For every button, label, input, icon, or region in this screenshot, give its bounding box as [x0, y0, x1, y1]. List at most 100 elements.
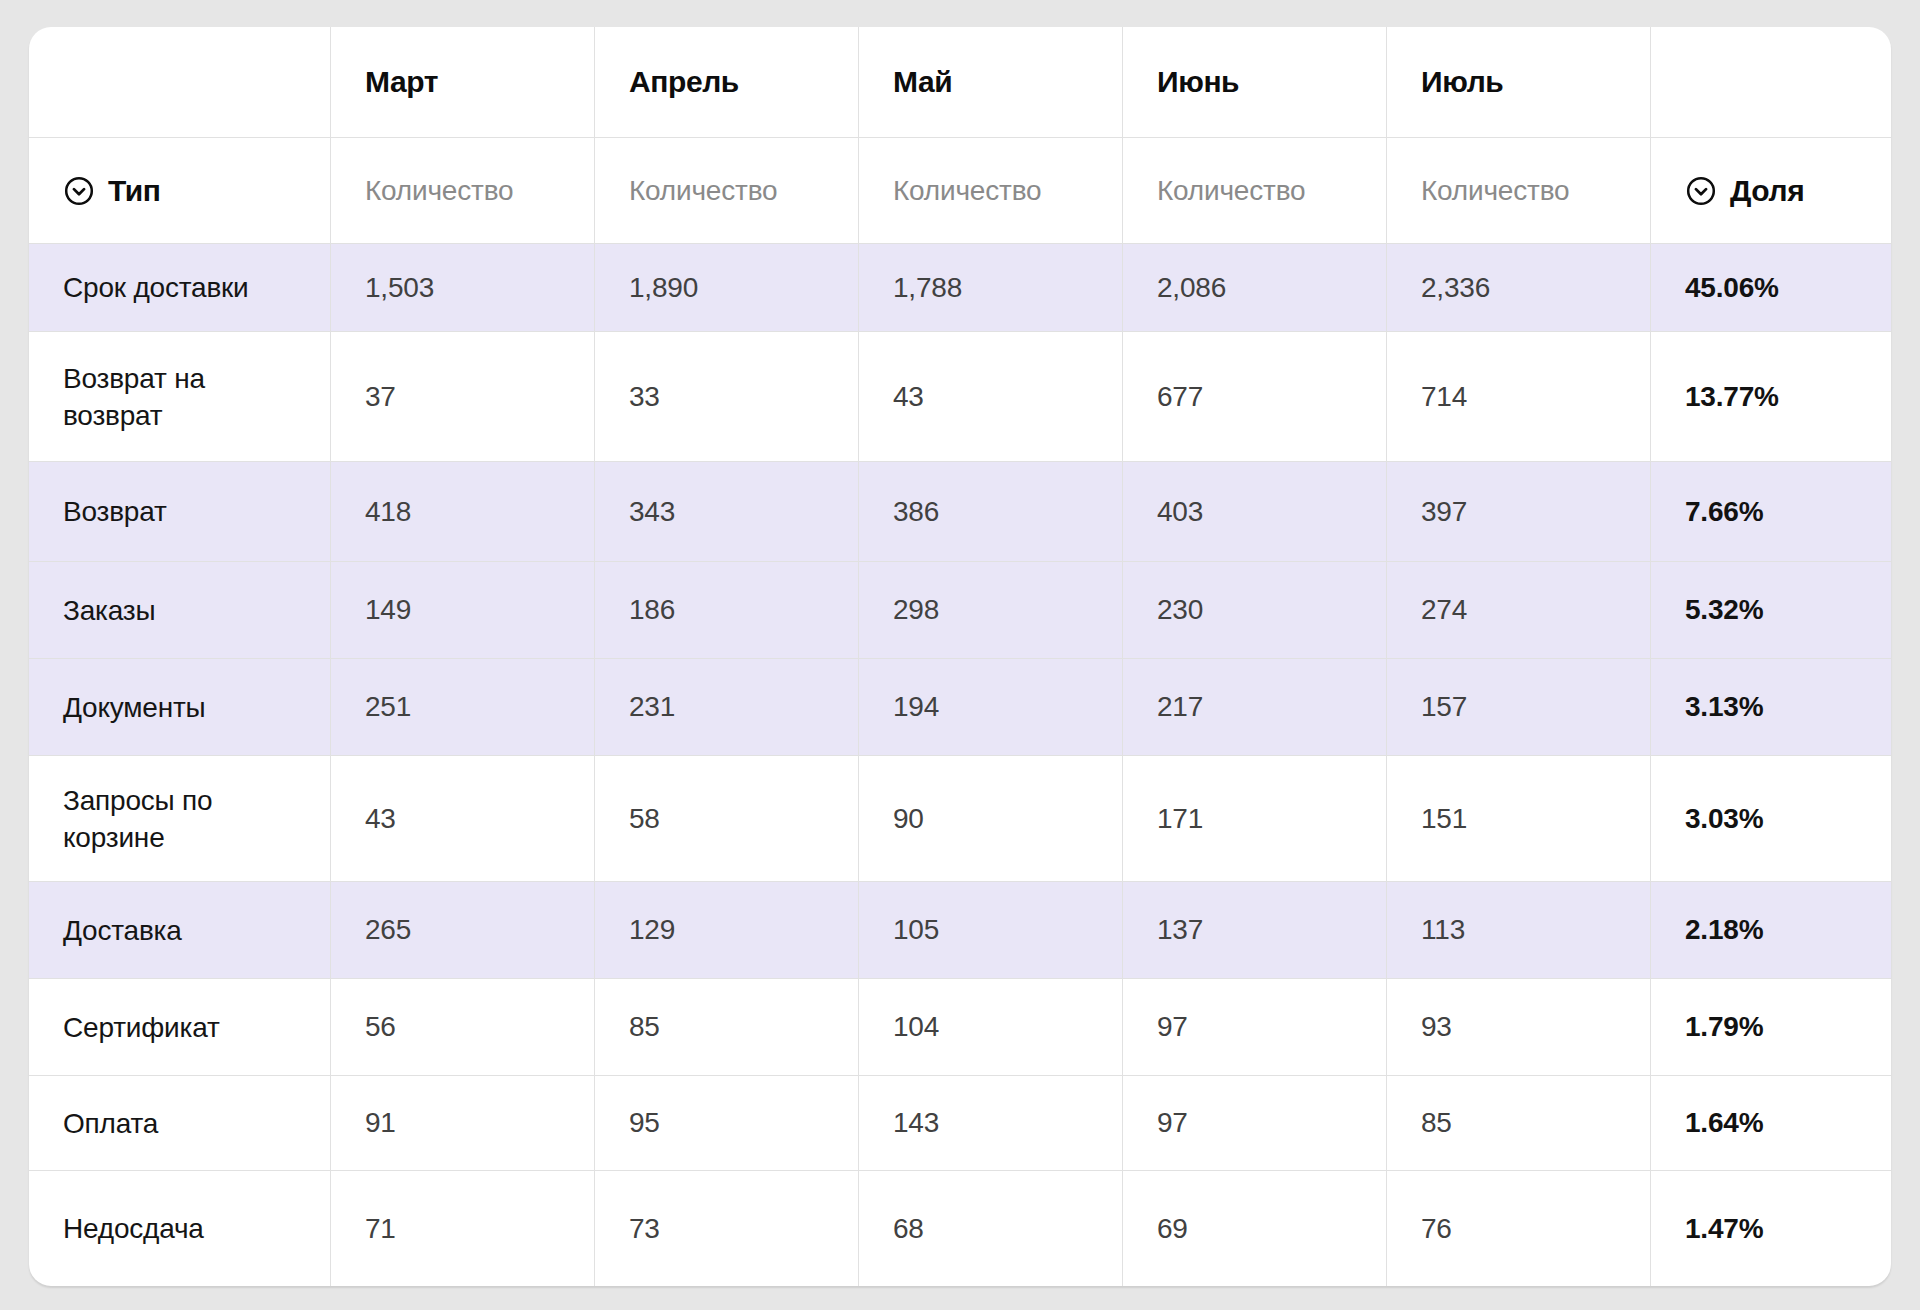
- row-share-cell: 3.13%: [1651, 658, 1891, 755]
- row-count-cell: 105: [859, 881, 1123, 978]
- count-header: Количество: [859, 137, 1123, 243]
- row-count-cell: 85: [1387, 1075, 1651, 1170]
- report-table: Март Апрель Май Июнь Июль Тип Количество…: [29, 27, 1891, 1286]
- row-count-cell: 143: [859, 1075, 1123, 1170]
- row-type-cell[interactable]: Возврат на возврат: [29, 331, 331, 461]
- row-type-cell[interactable]: Доставка: [29, 881, 331, 978]
- row-count-cell: 71: [331, 1170, 595, 1286]
- row-count-cell: 217: [1123, 658, 1387, 755]
- row-count-cell: 137: [1123, 881, 1387, 978]
- row-count-cell: 157: [1387, 658, 1651, 755]
- row-count-cell: 90: [859, 755, 1123, 881]
- month-header: Апрель: [595, 27, 859, 137]
- row-type-cell[interactable]: Сертификат: [29, 978, 331, 1075]
- row-type-label: Запросы по корзине: [63, 782, 283, 856]
- row-count-cell: 91: [331, 1075, 595, 1170]
- row-type-label: Возврат на возврат: [63, 360, 283, 434]
- row-type-label: Оплата: [63, 1105, 158, 1142]
- row-type-label: Заказы: [63, 592, 155, 629]
- share-header-spacer: [1651, 27, 1891, 137]
- row-count-cell: 68: [859, 1170, 1123, 1286]
- count-header: Количество: [331, 137, 595, 243]
- row-count-cell: 33: [595, 331, 859, 461]
- row-count-cell: 97: [1123, 1075, 1387, 1170]
- row-type-cell[interactable]: Срок доставки: [29, 243, 331, 331]
- row-count-cell: 85: [595, 978, 859, 1075]
- row-count-cell: 95: [595, 1075, 859, 1170]
- row-count-cell: 386: [859, 461, 1123, 561]
- row-type-label: Документы: [63, 689, 206, 726]
- row-count-cell: 1,788: [859, 243, 1123, 331]
- count-header: Количество: [1387, 137, 1651, 243]
- row-count-cell: 403: [1123, 461, 1387, 561]
- row-count-cell: 418: [331, 461, 595, 561]
- share-sort-header-label: Доля: [1730, 174, 1804, 208]
- row-count-cell: 265: [331, 881, 595, 978]
- row-count-cell: 230: [1123, 561, 1387, 658]
- row-count-cell: 58: [595, 755, 859, 881]
- row-count-cell: 97: [1123, 978, 1387, 1075]
- row-type-cell[interactable]: Недосдача: [29, 1170, 331, 1286]
- row-type-label: Недосдача: [63, 1210, 204, 1247]
- row-share-cell: 1.47%: [1651, 1170, 1891, 1286]
- share-sort-header[interactable]: Доля: [1651, 137, 1891, 243]
- month-header: Июль: [1387, 27, 1651, 137]
- count-header: Количество: [1123, 137, 1387, 243]
- row-share-cell: 1.64%: [1651, 1075, 1891, 1170]
- row-share-cell: 1.79%: [1651, 978, 1891, 1075]
- row-share-cell: 3.03%: [1651, 755, 1891, 881]
- report-table-card: Март Апрель Май Июнь Июль Тип Количество…: [29, 27, 1891, 1286]
- row-count-cell: 76: [1387, 1170, 1651, 1286]
- row-type-cell[interactable]: Запросы по корзине: [29, 755, 331, 881]
- row-count-cell: 104: [859, 978, 1123, 1075]
- row-count-cell: 69: [1123, 1170, 1387, 1286]
- row-count-cell: 298: [859, 561, 1123, 658]
- row-count-cell: 113: [1387, 881, 1651, 978]
- row-count-cell: 171: [1123, 755, 1387, 881]
- row-count-cell: 1,890: [595, 243, 859, 331]
- row-share-cell: 2.18%: [1651, 881, 1891, 978]
- row-type-cell[interactable]: Оплата: [29, 1075, 331, 1170]
- type-sort-header[interactable]: Тип: [29, 137, 331, 243]
- row-count-cell: 56: [331, 978, 595, 1075]
- corner-cell: [29, 27, 331, 137]
- month-header: Июнь: [1123, 27, 1387, 137]
- row-count-cell: 231: [595, 658, 859, 755]
- row-type-label: Срок доставки: [63, 269, 249, 306]
- chevron-down-circle-icon: [1685, 175, 1717, 207]
- row-count-cell: 2,336: [1387, 243, 1651, 331]
- count-header: Количество: [595, 137, 859, 243]
- row-type-cell[interactable]: Документы: [29, 658, 331, 755]
- row-type-label: Возврат: [63, 493, 167, 530]
- row-share-cell: 45.06%: [1651, 243, 1891, 331]
- row-count-cell: 129: [595, 881, 859, 978]
- row-type-cell[interactable]: Возврат: [29, 461, 331, 561]
- row-share-cell: 5.32%: [1651, 561, 1891, 658]
- row-count-cell: 714: [1387, 331, 1651, 461]
- row-count-cell: 194: [859, 658, 1123, 755]
- row-count-cell: 1,503: [331, 243, 595, 331]
- row-count-cell: 43: [859, 331, 1123, 461]
- row-count-cell: 37: [331, 331, 595, 461]
- row-count-cell: 43: [331, 755, 595, 881]
- month-header: Март: [331, 27, 595, 137]
- row-count-cell: 2,086: [1123, 243, 1387, 331]
- row-count-cell: 149: [331, 561, 595, 658]
- row-share-cell: 7.66%: [1651, 461, 1891, 561]
- row-count-cell: 151: [1387, 755, 1651, 881]
- row-count-cell: 93: [1387, 978, 1651, 1075]
- row-count-cell: 186: [595, 561, 859, 658]
- row-count-cell: 274: [1387, 561, 1651, 658]
- row-count-cell: 73: [595, 1170, 859, 1286]
- row-count-cell: 677: [1123, 331, 1387, 461]
- row-count-cell: 251: [331, 658, 595, 755]
- row-type-label: Сертификат: [63, 1009, 220, 1046]
- type-sort-header-label: Тип: [108, 174, 161, 208]
- row-type-cell[interactable]: Заказы: [29, 561, 331, 658]
- row-share-cell: 13.77%: [1651, 331, 1891, 461]
- month-header: Май: [859, 27, 1123, 137]
- row-count-cell: 343: [595, 461, 859, 561]
- row-count-cell: 397: [1387, 461, 1651, 561]
- chevron-down-circle-icon: [63, 175, 95, 207]
- row-type-label: Доставка: [63, 912, 182, 949]
